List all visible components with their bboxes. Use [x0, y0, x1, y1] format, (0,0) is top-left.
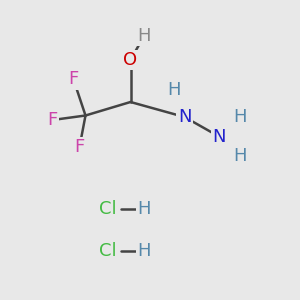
Text: H: H	[137, 27, 151, 45]
Text: Cl: Cl	[99, 200, 117, 217]
Text: H: H	[233, 147, 247, 165]
Text: O: O	[123, 51, 138, 69]
Text: H: H	[233, 108, 247, 126]
Text: F: F	[74, 138, 85, 156]
Text: H: H	[167, 81, 181, 99]
Text: F: F	[47, 111, 58, 129]
Text: H: H	[137, 242, 151, 260]
Text: N: N	[212, 128, 226, 146]
Text: H: H	[137, 200, 151, 217]
Text: N: N	[178, 108, 191, 126]
Text: F: F	[68, 70, 79, 88]
Text: Cl: Cl	[99, 242, 117, 260]
